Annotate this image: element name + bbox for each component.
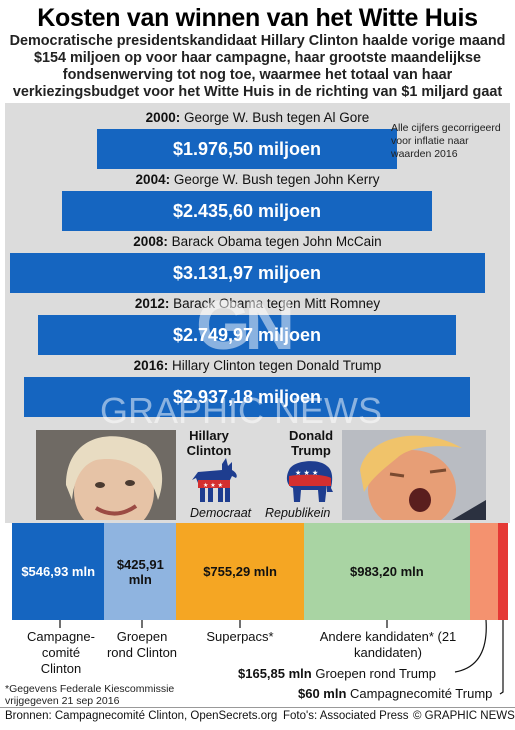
rep-party-label: Republikein [265,506,331,520]
sources: Bronnen: Campagnecomité Clinton, OpenSec… [5,710,278,722]
election-label-2012: 2012: Barack Obama tegen Mitt Romney [0,296,515,311]
groepen-trump-label: Groepen rond Trump [315,666,437,681]
seg-groepen-clinton: $425,91 mln [104,523,177,620]
elephant-icon: ★ ★ ★ [283,458,337,504]
election-year-2012: 2012: [134,296,170,311]
bar-2004: $2.435,60 miljoen [62,191,432,231]
groepen-trump-value: $165,85 mln [238,666,312,681]
seg-groepen-trump [469,523,498,620]
election-matchup-2016: Hillary Clinton tegen Donald Trump [168,358,382,373]
bar-2012: $2.749,97 miljoen [38,315,456,355]
footer-divider [0,707,515,708]
election-label-2008: 2008: Barack Obama tegen John McCain [0,234,515,249]
election-label-2016: 2016: Hillary Clinton tegen Donald Trump [0,358,515,373]
cat-campagne-clinton: Campagne-comité Clinton [27,629,95,676]
election-label-2004: 2004: George W. Bush tegen John Kerry [0,172,515,187]
page-title: Kosten van winnen van het Witte Huis [37,4,478,32]
seg-andere-kandidaten: $983,20 mln [303,523,470,620]
election-matchup-2012: Barack Obama tegen Mitt Romney [169,296,381,311]
bar-value-2004: $2.435,60 miljoen [172,200,322,221]
campagne-trump-value: $60 mln [298,686,347,701]
bar-value-2008: $3.131,97 miljoen [172,262,322,283]
copyright: © GRAPHIC NEWS [413,710,515,722]
bar-value-2012: $2.749,97 miljoen [172,324,322,345]
svg-text:★ ★ ★: ★ ★ ★ [295,469,318,477]
election-matchup-2008: Barack Obama tegen John McCain [167,234,382,249]
seg-campagne-clinton-value: $546,93 mln [21,564,96,579]
election-year-2004: 2004: [135,172,171,187]
dem-party-label: Democraat [190,506,252,520]
clinton-photo [36,430,176,520]
cat-groepen-clinton: Groepen rond Clinton [106,629,178,660]
election-year-2000: 2000: [145,110,181,125]
cat-superpacs: Superpacs* [206,629,274,644]
bar-value-2000: $1.976,50 miljoen [172,138,322,159]
cat-andere-kandidaten: Andere kandidaten* (21 kandidaten) [319,629,457,660]
svg-text:★ ★ ★: ★ ★ ★ [203,482,223,489]
seg-campagne-trump [497,523,508,620]
bar-value-2016: $2.937,18 miljoen [172,386,322,407]
trump-photo [342,430,486,520]
seg-superpacs-value: $755,29 mln [203,564,277,579]
election-year-2008: 2008: [133,234,168,249]
dem-candidate-name: Hillary Clinton [186,428,232,458]
seg-superpacs: $755,29 mln [176,523,304,620]
page-subtitle: Democratische presidentskandidaat Hillar… [9,33,506,100]
seg-groepen-clinton-value: $425,91 mln [116,556,164,587]
cat-groepen-trump: $165,85 mln Groepen rond Trump [238,666,436,682]
donkey-icon: ★ ★ ★ [192,458,244,504]
inflation-note: Alle cijfers gecorrigeerd voor inflatie … [391,122,501,160]
seg-campagne-clinton: $546,93 mln [12,523,105,620]
bar-2008: $3.131,97 miljoen [9,253,485,293]
seg-andere-kandidaten-value: $983,20 mln [349,564,424,579]
election-label-2000: 2000: George W. Bush tegen Al Gore [0,110,515,125]
photo-credit: Foto's: Associated Press [283,710,409,722]
cat-campagne-trump: $60 mln Campagnecomité Trump [298,686,492,702]
rep-candidate-name: Donald Trump [288,428,334,458]
campagne-trump-label: Campagnecomité Trump [350,686,493,701]
bar-2000: $1.976,50 miljoen [97,129,397,169]
election-matchup-2004: George W. Bush tegen John Kerry [170,172,380,187]
election-matchup-2000: George W. Bush tegen Al Gore [180,110,370,125]
election-year-2016: 2016: [133,358,169,373]
bar-2016: $2.937,18 miljoen [24,377,470,417]
footnote: *Gegevens Federale Kiescommissie vrijgeg… [5,683,175,707]
